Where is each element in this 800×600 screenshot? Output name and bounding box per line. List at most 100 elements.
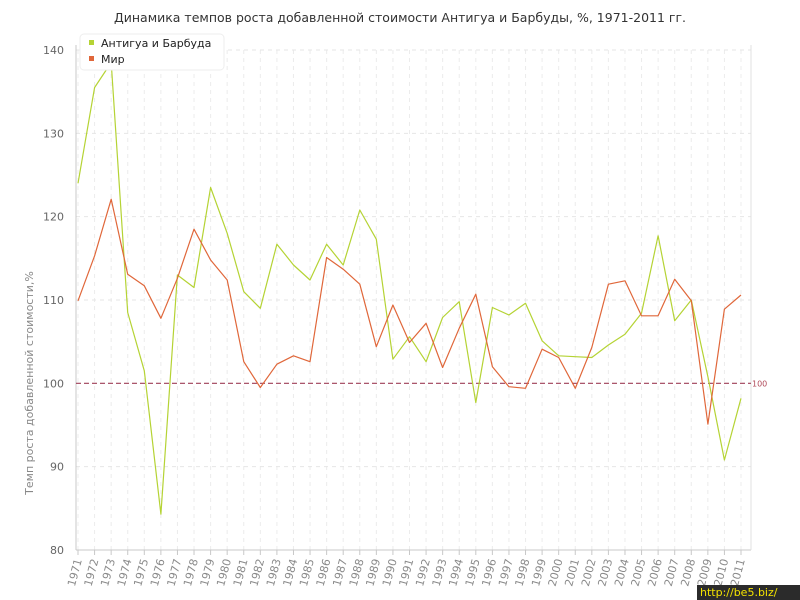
series-line-world bbox=[77, 198, 742, 425]
data-point[interactable] bbox=[589, 355, 595, 361]
data-point[interactable] bbox=[191, 226, 197, 232]
data-point[interactable] bbox=[274, 241, 280, 247]
data-point[interactable] bbox=[456, 299, 462, 305]
data-point[interactable] bbox=[440, 365, 446, 371]
data-point[interactable] bbox=[705, 374, 711, 380]
data-point[interactable] bbox=[605, 281, 611, 287]
watermark-link[interactable]: http://be5.biz/ bbox=[700, 586, 778, 599]
y-tick-label: 120 bbox=[43, 211, 64, 224]
legend-label-antigua: Антигуа и Барбуда bbox=[101, 37, 211, 50]
data-point[interactable] bbox=[125, 310, 131, 316]
data-point[interactable] bbox=[224, 277, 230, 283]
data-point[interactable] bbox=[572, 385, 578, 391]
data-point[interactable] bbox=[523, 385, 529, 391]
data-point[interactable] bbox=[208, 185, 214, 191]
grid bbox=[76, 49, 751, 551]
data-point[interactable] bbox=[274, 361, 280, 367]
watermark-background bbox=[697, 585, 800, 600]
data-point[interactable] bbox=[489, 305, 495, 311]
data-point[interactable] bbox=[141, 283, 147, 289]
data-point[interactable] bbox=[324, 241, 330, 247]
data-point[interactable] bbox=[390, 302, 396, 308]
y-axis-ticks: 80 90 100 110 120 130 140 bbox=[43, 44, 64, 557]
y-tick-label: 80 bbox=[50, 544, 64, 557]
data-point[interactable] bbox=[738, 395, 744, 401]
data-point[interactable] bbox=[241, 359, 247, 365]
data-point[interactable] bbox=[655, 313, 661, 319]
data-point[interactable] bbox=[373, 236, 379, 242]
data-point[interactable] bbox=[622, 331, 628, 337]
legend-swatch-world bbox=[89, 56, 94, 61]
data-point[interactable] bbox=[290, 262, 296, 268]
chart-title: Динамика темпов роста добавленной стоимо… bbox=[114, 10, 686, 25]
data-point[interactable] bbox=[440, 315, 446, 321]
reference-line-group: 100 bbox=[76, 379, 767, 388]
data-point[interactable] bbox=[158, 511, 164, 517]
data-point[interactable] bbox=[390, 356, 396, 362]
data-point[interactable] bbox=[721, 457, 727, 463]
data-point[interactable] bbox=[572, 354, 578, 360]
legend-swatch-antigua bbox=[89, 40, 94, 45]
data-point[interactable] bbox=[639, 313, 645, 319]
data-point[interactable] bbox=[141, 368, 147, 374]
data-point[interactable] bbox=[191, 285, 197, 291]
data-point[interactable] bbox=[672, 276, 678, 282]
data-point[interactable] bbox=[738, 292, 744, 298]
data-point[interactable] bbox=[257, 385, 263, 391]
y-tick-label: 130 bbox=[43, 127, 64, 140]
series-group bbox=[75, 61, 744, 517]
data-point[interactable] bbox=[257, 305, 263, 311]
data-point[interactable] bbox=[158, 315, 164, 321]
data-point[interactable] bbox=[672, 318, 678, 324]
data-point[interactable] bbox=[75, 180, 81, 186]
data-point[interactable] bbox=[705, 421, 711, 427]
data-point[interactable] bbox=[423, 320, 429, 326]
data-point[interactable] bbox=[373, 344, 379, 350]
data-point[interactable] bbox=[324, 255, 330, 261]
data-point[interactable] bbox=[655, 233, 661, 239]
data-point[interactable] bbox=[473, 291, 479, 297]
data-point[interactable] bbox=[307, 359, 313, 365]
data-point[interactable] bbox=[539, 346, 545, 352]
data-point[interactable] bbox=[92, 85, 98, 91]
data-point[interactable] bbox=[125, 271, 131, 277]
data-point[interactable] bbox=[556, 355, 562, 361]
data-point[interactable] bbox=[489, 364, 495, 370]
data-point[interactable] bbox=[208, 257, 214, 263]
data-point[interactable] bbox=[357, 281, 363, 287]
data-point[interactable] bbox=[92, 253, 98, 259]
y-tick-label: 110 bbox=[43, 294, 64, 307]
data-point[interactable] bbox=[539, 338, 545, 344]
data-point[interactable] bbox=[605, 342, 611, 348]
data-point[interactable] bbox=[340, 266, 346, 272]
axes bbox=[75, 45, 752, 551]
data-point[interactable] bbox=[506, 384, 512, 390]
data-point[interactable] bbox=[473, 400, 479, 406]
data-point[interactable] bbox=[174, 275, 180, 281]
data-point[interactable] bbox=[721, 306, 727, 312]
data-point[interactable] bbox=[622, 278, 628, 284]
y-tick-label: 100 bbox=[43, 377, 64, 390]
data-point[interactable] bbox=[357, 207, 363, 213]
y-axis-label: Темп роста добавленной стоимости,% bbox=[23, 271, 36, 496]
data-point[interactable] bbox=[108, 196, 114, 202]
data-point[interactable] bbox=[75, 298, 81, 304]
data-point[interactable] bbox=[423, 359, 429, 365]
data-point[interactable] bbox=[456, 325, 462, 331]
data-point[interactable] bbox=[407, 340, 413, 346]
data-point[interactable] bbox=[224, 230, 230, 236]
data-point[interactable] bbox=[506, 312, 512, 318]
legend[interactable]: Антигуа и Барбуда Мир bbox=[79, 33, 225, 71]
data-point[interactable] bbox=[241, 289, 247, 295]
legend-box bbox=[79, 33, 225, 71]
y-tick-label: 140 bbox=[43, 44, 64, 57]
data-point[interactable] bbox=[523, 300, 529, 306]
data-point[interactable] bbox=[290, 353, 296, 359]
series-line-antigua bbox=[77, 61, 742, 515]
data-point[interactable] bbox=[688, 298, 694, 304]
reference-line-label: 100 bbox=[752, 379, 767, 388]
data-point[interactable] bbox=[589, 345, 595, 351]
data-point[interactable] bbox=[307, 277, 313, 283]
x-tick-label: 2011 bbox=[728, 557, 748, 587]
legend-label-world: Мир bbox=[101, 53, 125, 66]
